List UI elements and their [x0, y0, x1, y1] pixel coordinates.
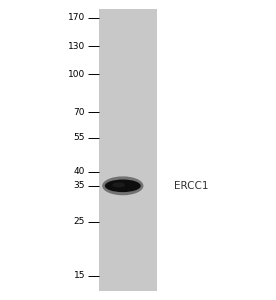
- Text: 100: 100: [68, 70, 85, 79]
- Text: 130: 130: [68, 42, 85, 51]
- Bar: [99, 9, 157, 291]
- Text: 170: 170: [68, 14, 85, 22]
- Text: 70: 70: [73, 108, 85, 117]
- Text: ERCC1: ERCC1: [174, 181, 208, 191]
- Ellipse shape: [105, 179, 141, 192]
- Text: 40: 40: [74, 167, 85, 176]
- Ellipse shape: [102, 176, 144, 195]
- Text: 35: 35: [73, 181, 85, 190]
- Text: 15: 15: [73, 271, 85, 280]
- Text: 3T3: 3T3: [118, 0, 139, 2]
- Ellipse shape: [112, 182, 125, 188]
- Text: 55: 55: [73, 133, 85, 142]
- Text: 25: 25: [74, 217, 85, 226]
